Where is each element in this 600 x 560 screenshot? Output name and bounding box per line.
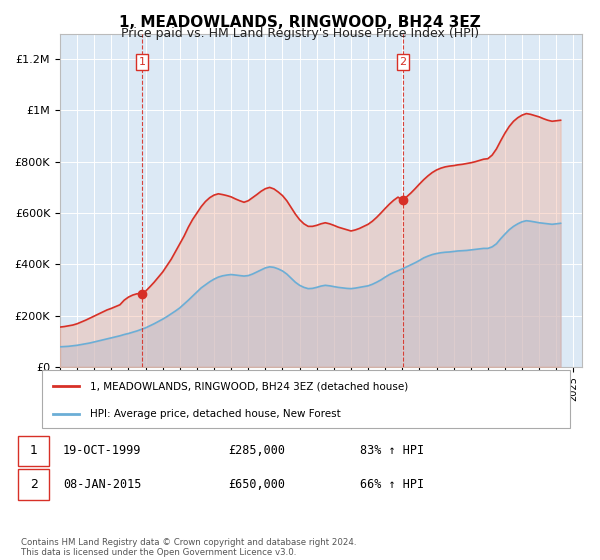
Text: £285,000: £285,000 [228,444,285,458]
Text: 2: 2 [400,57,407,67]
Text: 1: 1 [29,444,38,458]
Text: 66% ↑ HPI: 66% ↑ HPI [360,478,424,491]
Text: £650,000: £650,000 [228,478,285,491]
Text: 1, MEADOWLANDS, RINGWOOD, BH24 3EZ (detached house): 1, MEADOWLANDS, RINGWOOD, BH24 3EZ (deta… [89,381,408,391]
Text: 83% ↑ HPI: 83% ↑ HPI [360,444,424,458]
Text: Contains HM Land Registry data © Crown copyright and database right 2024.
This d: Contains HM Land Registry data © Crown c… [21,538,356,557]
Text: HPI: Average price, detached house, New Forest: HPI: Average price, detached house, New … [89,409,340,419]
Text: 2: 2 [29,478,38,491]
Text: 08-JAN-2015: 08-JAN-2015 [63,478,142,491]
Text: Price paid vs. HM Land Registry's House Price Index (HPI): Price paid vs. HM Land Registry's House … [121,27,479,40]
Text: 1: 1 [139,57,146,67]
Text: 1, MEADOWLANDS, RINGWOOD, BH24 3EZ: 1, MEADOWLANDS, RINGWOOD, BH24 3EZ [119,15,481,30]
Text: 19-OCT-1999: 19-OCT-1999 [63,444,142,458]
